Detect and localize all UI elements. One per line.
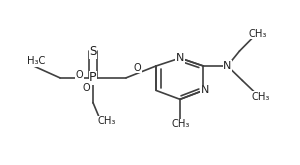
Text: CH₃: CH₃ (171, 119, 190, 129)
Text: H₃C: H₃C (27, 56, 45, 66)
Text: N: N (223, 61, 232, 71)
Text: S: S (89, 45, 97, 58)
Text: N: N (176, 53, 184, 63)
Text: CH₃: CH₃ (249, 29, 267, 39)
Text: CH₃: CH₃ (252, 92, 270, 102)
Text: P: P (89, 71, 97, 84)
Text: O: O (76, 70, 83, 80)
Text: CH₃: CH₃ (97, 116, 116, 126)
Text: O: O (134, 63, 141, 73)
Text: N: N (200, 85, 209, 95)
Text: O: O (82, 83, 90, 93)
